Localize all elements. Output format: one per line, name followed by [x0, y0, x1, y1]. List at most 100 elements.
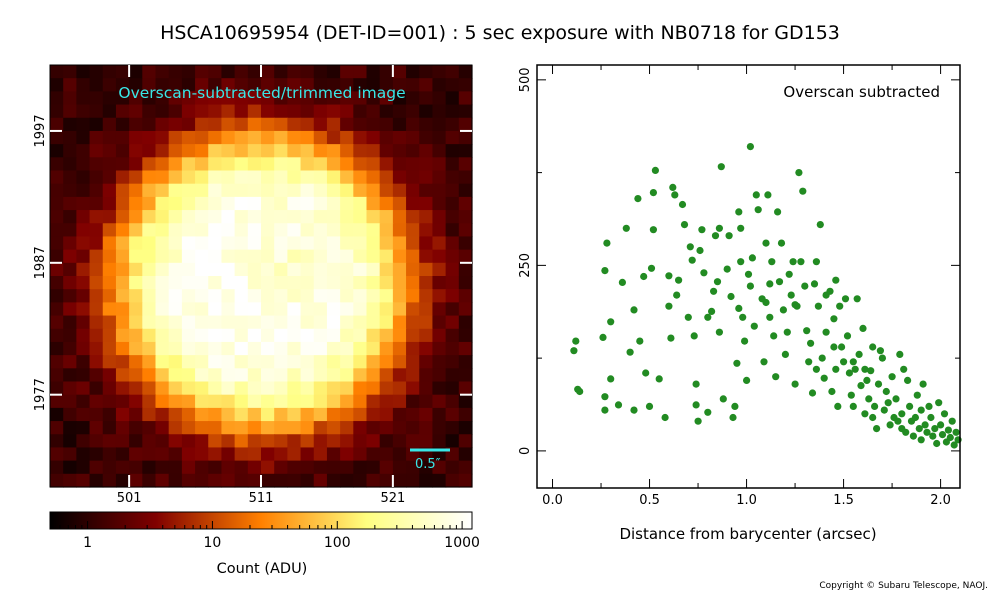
- data-point: [927, 413, 935, 422]
- heatmap-pixel: [458, 381, 473, 396]
- heatmap-pixel: [129, 368, 143, 383]
- heatmap-pixel: [406, 394, 420, 409]
- heatmap-pixel: [89, 381, 104, 396]
- heatmap-pixel: [274, 130, 288, 145]
- heatmap-pixel: [115, 394, 130, 409]
- heatmap-pixel: [458, 104, 473, 119]
- heatmap-pixel: [458, 447, 473, 462]
- heatmap-pixel: [50, 434, 64, 449]
- heatmap-pixel: [326, 104, 341, 119]
- heatmap-pixel: [50, 249, 64, 264]
- heatmap-pixel: [353, 183, 368, 198]
- heatmap-pixel: [379, 341, 394, 356]
- heatmap-pixel: [155, 447, 170, 462]
- heatmap-pixel: [221, 223, 236, 238]
- heatmap-pixel: [366, 434, 381, 449]
- heatmap-pixel: [353, 91, 368, 106]
- heatmap-pixel: [221, 355, 236, 369]
- heatmap-pixel: [432, 78, 447, 92]
- heatmap-pixel: [89, 407, 104, 422]
- heatmap-pixel: [129, 144, 143, 158]
- heatmap-pixel: [234, 249, 249, 264]
- heatmap-pixel: [195, 249, 209, 264]
- heatmap-pixel: [115, 328, 130, 343]
- heatmap-pixel: [406, 78, 420, 92]
- heatmap-pixel: [63, 368, 77, 383]
- heatmap-pixel: [287, 368, 302, 383]
- heatmap-pixel: [115, 289, 130, 303]
- data-point: [863, 376, 871, 384]
- heatmap-pixel: [247, 368, 262, 383]
- heatmap-pixel: [287, 223, 302, 238]
- data-point: [826, 287, 834, 295]
- heatmap-pixel: [379, 104, 394, 119]
- heatmap-pixel: [50, 355, 64, 369]
- heatmap-pixel: [419, 262, 434, 277]
- data-point: [764, 191, 772, 199]
- heatmap-pixel: [313, 65, 328, 79]
- heatmap-pixel: [392, 65, 407, 79]
- heatmap-pixel: [445, 381, 460, 396]
- heatmap-pixel: [340, 276, 354, 290]
- heatmap-pixel: [247, 104, 262, 119]
- image-ticks: 501 511 521 1997 1987 1977: [33, 65, 472, 506]
- heatmap-pixel: [221, 262, 236, 277]
- heatmap-pixel: [326, 381, 341, 396]
- y-tick-label: 1997: [33, 114, 48, 147]
- heatmap-pixel: [458, 355, 473, 369]
- heatmap-pixel: [379, 78, 394, 92]
- heatmap-pixel: [300, 130, 315, 145]
- heatmap-pixel: [234, 157, 249, 172]
- heatmap-pixel: [50, 65, 64, 79]
- heatmap-pixel: [102, 434, 117, 449]
- heatmap-pixel: [155, 183, 170, 198]
- data-point: [940, 410, 949, 418]
- heatmap-pixel: [300, 65, 315, 79]
- heatmap-pixel: [340, 78, 354, 92]
- heatmap-pixel: [326, 249, 341, 264]
- heatmap-pixel: [366, 183, 381, 198]
- heatmap-pixel: [326, 289, 341, 303]
- data-point: [869, 343, 877, 351]
- heatmap-pixel: [181, 144, 196, 158]
- heatmap-pixel: [195, 144, 209, 158]
- heatmap-pixel: [300, 210, 315, 224]
- heatmap-pixel: [142, 341, 157, 356]
- heatmap-pixel: [287, 196, 302, 211]
- heatmap-pixel: [392, 394, 407, 409]
- data-point: [744, 270, 753, 278]
- heatmap-pixel: [247, 170, 262, 185]
- heatmap-pixel: [129, 78, 143, 92]
- heatmap-pixel: [247, 78, 262, 92]
- heatmap-pixel: [340, 460, 354, 475]
- heatmap-pixel: [326, 394, 341, 409]
- heatmap-pixel: [287, 394, 302, 409]
- heatmap-pixel: [261, 157, 275, 172]
- heatmap-pixel: [366, 157, 381, 172]
- heatmap-pixel: [168, 341, 183, 356]
- heatmap-pixel: [432, 262, 447, 277]
- heatmap-pixel: [234, 104, 249, 119]
- data-point: [723, 265, 731, 273]
- heatmap-pixel: [313, 341, 328, 356]
- heatmap-pixel: [50, 91, 64, 106]
- heatmap-pixel: [379, 381, 394, 396]
- heatmap-pixel: [432, 276, 447, 290]
- data-point: [601, 406, 609, 414]
- heatmap-pixel: [392, 78, 407, 92]
- heatmap-pixel: [247, 341, 262, 356]
- heatmap-pixel: [50, 394, 64, 409]
- heatmap-pixel: [287, 130, 302, 145]
- heatmap-pixel: [221, 210, 236, 224]
- data-point: [919, 380, 927, 388]
- heatmap-pixel: [155, 341, 170, 356]
- heatmap-pixel: [445, 341, 460, 356]
- heatmap-pixel: [379, 473, 394, 488]
- heatmap-pixel: [234, 368, 249, 383]
- heatmap-pixel: [392, 434, 407, 449]
- heatmap-pixel: [89, 223, 104, 238]
- heatmap-pixel: [102, 421, 117, 435]
- heatmap-pixel: [115, 368, 130, 383]
- heatmap-pixel: [445, 394, 460, 409]
- heatmap-pixel: [419, 78, 434, 92]
